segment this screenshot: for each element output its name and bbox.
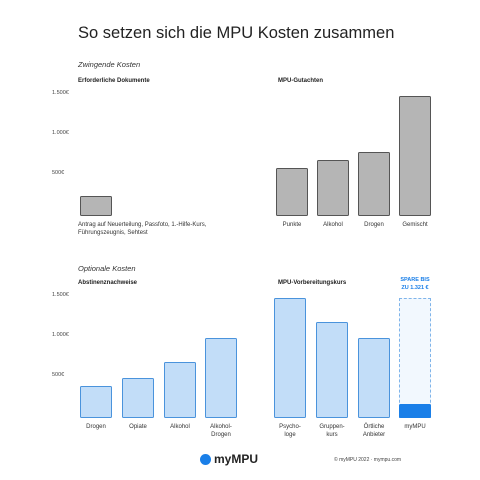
title: So setzen sich die MPU Kosten zusammen	[78, 24, 395, 42]
bar	[122, 378, 154, 418]
bar	[276, 168, 308, 216]
x-tick-label: Alkohol- Drogen	[210, 424, 232, 438]
bar	[274, 298, 306, 418]
annotation: SPARE BIS	[400, 277, 430, 283]
x-tick-label: myMPU	[404, 424, 426, 430]
y-tick-label: 1.000€	[52, 332, 69, 338]
bar	[205, 338, 237, 418]
panel-title: Erforderliche Dokumente	[78, 78, 150, 84]
x-tick-label: Psycho- loge	[279, 424, 301, 438]
x-tick-label: Antrag auf Neuerteilung, Passfoto, 1.-Hi…	[78, 222, 207, 236]
y-tick-label: 1.000€	[52, 130, 69, 136]
bar	[80, 196, 112, 216]
section-label: Zwingende Kosten	[78, 60, 141, 69]
panel-title: MPU-Vorbereitungskurs	[278, 280, 347, 286]
bar	[164, 362, 196, 418]
y-tick-label: 500€	[52, 372, 65, 378]
y-tick-label: 1.500€	[52, 90, 69, 96]
section-label: Optionale Kosten	[78, 264, 136, 273]
logo	[200, 454, 211, 465]
x-tick-label: Alkohol	[170, 424, 190, 430]
bar	[399, 96, 431, 216]
x-tick-label: Punkte	[282, 222, 302, 228]
y-tick-label: 1.500€	[52, 292, 69, 298]
x-tick-label: Drogen	[364, 222, 384, 228]
bar	[358, 338, 390, 418]
bar	[358, 152, 390, 216]
panel-title: Abstinenznachweise	[78, 280, 138, 286]
copyright: © myMPU 2022 · mympu.com	[334, 457, 402, 463]
x-tick-label: Gruppen- kurs	[319, 424, 345, 438]
bar	[317, 160, 349, 216]
annotation: ZU 1.321 €	[401, 285, 429, 291]
brand: myMPU	[214, 452, 259, 466]
highlight-box	[399, 298, 431, 418]
x-tick-label: Alkohol	[323, 222, 343, 228]
panel-title: MPU-Gutachten	[278, 78, 323, 84]
x-tick-label: Opiate	[129, 424, 147, 430]
bar	[316, 322, 348, 418]
x-tick-label: Örtliche Anbieter	[362, 424, 386, 438]
y-tick-label: 500€	[52, 170, 65, 176]
x-tick-label: Drogen	[86, 424, 106, 430]
bar	[80, 386, 112, 418]
bar	[399, 403, 431, 418]
x-tick-label: Gemischt	[402, 222, 428, 228]
